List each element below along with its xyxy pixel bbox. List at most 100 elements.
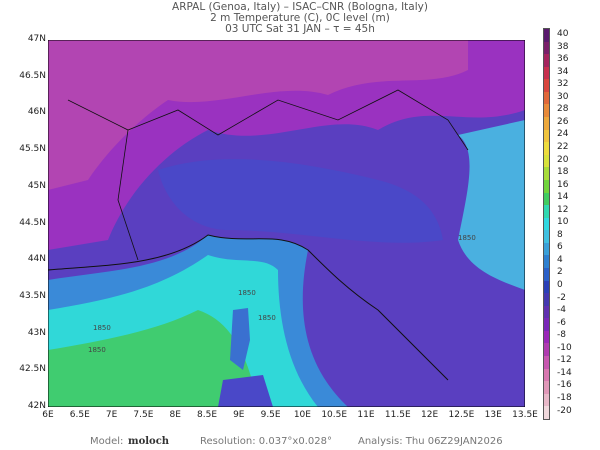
- colorbar-label: 10: [557, 217, 569, 228]
- colorbar-swatch: [544, 192, 549, 206]
- colorbar-label: 26: [557, 116, 569, 127]
- colorbar-swatch: [544, 381, 549, 394]
- colorbar-swatch: [544, 293, 549, 306]
- colorbar-swatch: [544, 230, 549, 243]
- colorbar-label: 36: [557, 54, 569, 65]
- colorbar-swatch: [544, 142, 549, 155]
- lon-label: 9.5E: [260, 410, 281, 420]
- lat-label: 46N: [27, 107, 46, 118]
- colorbar-label: -6: [557, 317, 566, 328]
- colorbar-label: 18: [557, 167, 569, 178]
- colorbar-label: -2: [557, 292, 566, 303]
- colorbar-swatch: [544, 280, 549, 294]
- colorbar-swatch: [544, 343, 549, 357]
- colorbar-label: 14: [557, 192, 569, 203]
- colorbar-swatch: [544, 41, 549, 55]
- colorbar-label: -8: [557, 330, 566, 341]
- colorbar-swatch: [544, 242, 549, 256]
- colorbar-swatch: [544, 406, 549, 419]
- lon-label: 9E: [233, 410, 245, 420]
- lat-label: 44N: [27, 254, 46, 265]
- colorbar-label: 28: [557, 104, 569, 115]
- lon-label: 6.5E: [69, 410, 90, 420]
- colorbar-swatch: [544, 117, 549, 130]
- temperature-map: 1850 1850 1850 1850 1850: [48, 40, 525, 407]
- colorbar-swatch: [544, 179, 549, 193]
- lon-label: 10E: [293, 410, 311, 420]
- coastline: [48, 234, 449, 381]
- colorbar-swatch: [544, 330, 549, 344]
- colorbar-label: 16: [557, 179, 569, 190]
- colorbar-swatch: [544, 167, 549, 180]
- borders: [67, 89, 469, 261]
- colorbar-label: 4: [557, 254, 563, 265]
- lon-label: 7E: [105, 410, 118, 420]
- title-line-1: ARPAL (Genoa, Italy) – ISAC–CNR (Bologna…: [172, 1, 428, 13]
- colorbar-swatch: [544, 368, 549, 382]
- lon-label: 10.5E: [321, 410, 348, 420]
- colorbar-swatch: [544, 305, 549, 319]
- contour-label: 1850: [88, 346, 106, 354]
- lon-label: 12.5E: [448, 410, 475, 420]
- title-line-2: 2 m Temperature (C), 0C level (m): [210, 12, 390, 24]
- colorbar-label: -14: [557, 367, 572, 378]
- colorbar-swatch: [544, 318, 549, 331]
- colorbar-label: 22: [557, 141, 569, 152]
- colorbar-swatch: [544, 217, 549, 231]
- contour-label: 1850: [93, 324, 111, 332]
- colorbar-swatch: [544, 255, 549, 268]
- colorbar: [543, 28, 550, 420]
- colorbar-label: 24: [557, 129, 569, 140]
- po-valley: [158, 159, 443, 243]
- colorbar-swatch: [544, 129, 549, 143]
- colorbar-label: 20: [557, 154, 569, 165]
- title-line-3: 03 UTC Sat 31 JAN – τ = 45h: [225, 23, 375, 35]
- colorbar-label: 6: [557, 242, 563, 253]
- colorbar-label: 30: [557, 91, 569, 102]
- colorbar-swatch: [544, 154, 549, 168]
- contour-label: 1850: [258, 314, 276, 322]
- colorbar-label: -10: [557, 342, 572, 353]
- lon-label: 7.5E: [133, 410, 154, 420]
- colorbar-label: 0: [557, 280, 563, 290]
- colorbar-swatch: [544, 267, 549, 281]
- sardinia: [218, 375, 273, 407]
- colorbar-label: 40: [557, 29, 569, 39]
- lat-label: 44.5N: [19, 217, 46, 228]
- lat-label: 46.5N: [19, 70, 46, 81]
- sea-green: [48, 310, 258, 407]
- colorbar-swatch: [544, 104, 549, 118]
- model-name: moloch: [128, 436, 170, 447]
- colorbar-label: -18: [557, 392, 572, 403]
- colorbar-label: 8: [557, 229, 563, 240]
- lat-label: 42N: [27, 401, 46, 411]
- colorbar-swatch: [544, 205, 549, 218]
- colorbar-label: -4: [557, 305, 566, 316]
- lat-label: 45N: [27, 180, 46, 191]
- colorbar-swatch: [544, 393, 549, 407]
- colorbar-swatch: [544, 356, 549, 369]
- colorbar-label: -20: [557, 405, 572, 416]
- lon-label: 11.5E: [384, 410, 411, 420]
- lon-label: 8.5E: [197, 410, 217, 420]
- contour-label: 1850: [458, 234, 476, 242]
- colorbar-label: -16: [557, 380, 572, 391]
- colorbar-label: 12: [557, 204, 569, 215]
- lon-label: 13E: [484, 410, 502, 420]
- lat-label: 47N: [27, 34, 46, 44]
- colorbar-label: 2: [557, 267, 563, 278]
- analysis: Analysis: Thu 06Z29JAN2026: [358, 436, 503, 447]
- colorbar-swatch: [544, 66, 549, 80]
- colorbar-label: 38: [557, 41, 569, 52]
- resolution: Resolution: 0.037°x0.028°: [200, 436, 332, 447]
- alps-coldest: [48, 40, 468, 190]
- colorbar-label: 34: [557, 66, 569, 77]
- contour-label: 1850: [238, 289, 256, 297]
- colorbar-swatch: [544, 54, 549, 67]
- lon-label: 12E: [421, 410, 439, 420]
- colorbar-label: -12: [557, 355, 572, 366]
- colorbar-swatch: [544, 29, 549, 42]
- colorbar-label: 32: [557, 79, 569, 90]
- corsica: [230, 308, 250, 370]
- lon-label: 13.5E: [512, 410, 538, 420]
